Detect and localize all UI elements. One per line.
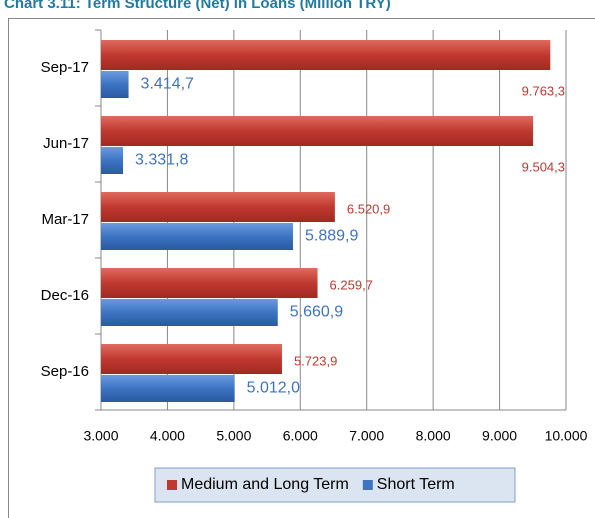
data-label: 3.331,8 (135, 152, 188, 169)
legend-swatch (167, 480, 177, 490)
x-tick-label: 5.000 (216, 428, 251, 444)
x-tick-label: 4.000 (150, 428, 185, 444)
chart-title: Chart 3.11: Term Structure (Net) in Loan… (4, 0, 391, 12)
legend-box (154, 467, 516, 503)
y-tick-label: Dec-16 (41, 287, 89, 304)
bar (101, 223, 293, 250)
bar (101, 375, 235, 402)
bar (101, 344, 282, 374)
legend-label: Short Term (377, 476, 455, 493)
data-label: 5.012,0 (247, 380, 300, 397)
bar (101, 40, 551, 70)
y-tick-label: Sep-17 (41, 59, 89, 76)
bar (101, 147, 124, 174)
data-label: 5.723,9 (294, 353, 337, 368)
bar (101, 116, 534, 146)
data-label: 6.520,9 (347, 201, 390, 216)
x-tick-label: 8.000 (416, 428, 451, 444)
x-tick-label: 7.000 (349, 428, 384, 444)
data-label: 5.660,9 (290, 304, 343, 321)
bar (101, 71, 129, 98)
x-tick-label: 3.000 (83, 428, 118, 444)
y-tick-label: Mar-17 (41, 211, 89, 228)
bar (101, 268, 318, 298)
chart-frame (8, 18, 595, 518)
x-tick-label: 6.000 (283, 428, 318, 444)
bar (101, 299, 278, 326)
bar (101, 192, 335, 222)
y-tick-label: Sep-16 (41, 363, 89, 380)
data-label: 9.504,3 (522, 159, 565, 174)
y-tick-label: Jun-17 (43, 135, 89, 152)
x-tick-label: 10.000 (545, 428, 588, 444)
legend-label: Medium and Long Term (181, 476, 349, 493)
legend-swatch (362, 480, 373, 490)
x-tick-label: 9.000 (482, 428, 517, 444)
data-label: 5.889,9 (305, 228, 358, 245)
data-label: 9.763,3 (522, 83, 565, 98)
data-label: 3.414,7 (141, 76, 194, 93)
data-label: 6.259,7 (330, 277, 373, 292)
